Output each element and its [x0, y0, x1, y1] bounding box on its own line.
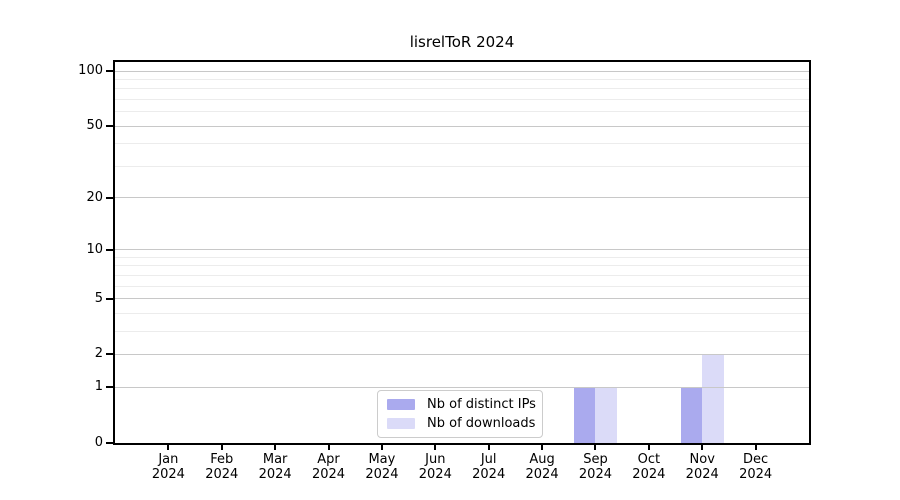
y-axis-tick-5	[106, 297, 113, 300]
x-axis-tick-label-7: Aug 2024	[525, 452, 559, 482]
x-axis-tick-label-9: Oct 2024	[632, 452, 666, 482]
y-axis-tick-0	[106, 442, 113, 444]
x-axis-tick-label-6: Jul 2024	[472, 452, 506, 482]
legend-swatch-distinct-ips	[387, 399, 415, 410]
x-axis-tick-6	[487, 445, 490, 450]
x-axis-tick-4	[380, 445, 383, 450]
x-axis-tick-label-3: Apr 2024	[311, 452, 346, 482]
y-axis-tick-100	[106, 70, 113, 73]
y-axis-tick-label-5: 5	[94, 290, 103, 306]
x-axis-tick-5	[434, 445, 437, 450]
legend-swatch-downloads	[387, 418, 415, 429]
x-axis-tick-2	[274, 445, 277, 450]
y-axis-tick-label-100: 100	[78, 63, 103, 79]
chart-title: lisrelToR 2024	[409, 33, 515, 51]
x-axis-tick-11	[754, 445, 757, 450]
legend-label-downloads: Nb of downloads	[427, 416, 536, 431]
bar-nb-of-downloads-sep-2024	[595, 387, 617, 443]
legend: Nb of distinct IPs Nb of downloads	[377, 390, 543, 438]
y-axis-tick-label-2: 2	[94, 346, 103, 362]
axis-layer: 0 1 2 5 10 20 50 100 Jan 2024 Feb 2024 Mar 2024 Apr…	[78, 62, 809, 482]
x-axis-tick-0	[167, 445, 170, 450]
y-axis-tick-10	[106, 248, 113, 251]
y-axis-tick-label-50: 50	[86, 118, 103, 134]
y-axis-tick-50	[106, 125, 113, 128]
x-axis-tick-label-5: Jun 2024	[418, 452, 452, 482]
y-axis-tick-2	[106, 353, 113, 356]
y-axis-tick-label-0: 0	[94, 435, 103, 450]
x-axis-tick-7	[541, 445, 544, 450]
y-axis-tick-label-10: 10	[86, 241, 103, 257]
legend-entry-downloads: Nb of downloads	[387, 416, 536, 431]
y-axis-tick-label-20: 20	[86, 189, 103, 205]
x-axis-tick-3	[327, 445, 330, 450]
x-axis-tick-label-10: Nov 2024	[685, 452, 719, 482]
x-axis-tick-8	[594, 445, 597, 450]
legend-entry-distinct-ips: Nb of distinct IPs	[387, 397, 536, 412]
x-axis-tick-label-8: Sep 2024	[578, 452, 612, 482]
legend-label-distinct-ips: Nb of distinct IPs	[427, 397, 536, 412]
x-axis-tick-label-11: Dec 2024	[739, 452, 773, 482]
bar-nb-of-downloads-nov-2024	[702, 354, 724, 443]
x-axis-tick-label-1: Feb 2024	[205, 452, 239, 482]
bar-layer	[115, 62, 809, 443]
bar-nb-of-distinct-ips-sep-2024	[574, 387, 596, 443]
x-axis-tick-9	[647, 445, 650, 450]
x-axis-tick-label-4: May 2024	[365, 452, 399, 482]
x-axis-tick-label-0: Jan 2024	[151, 452, 185, 482]
plot-area: 0 1 2 5 10 20 50 100 Jan 2024 Feb 2024 Mar 2024 Apr…	[78, 60, 811, 482]
x-axis-tick-10	[701, 445, 704, 450]
y-axis-tick-label-1: 1	[94, 379, 103, 395]
y-axis-tick-1	[106, 386, 113, 389]
bar-nb-of-distinct-ips-nov-2024	[680, 387, 703, 443]
x-axis-tick-1	[220, 445, 223, 450]
y-axis-tick-20	[106, 196, 113, 199]
x-axis-tick-label-2: Mar 2024	[258, 452, 292, 482]
